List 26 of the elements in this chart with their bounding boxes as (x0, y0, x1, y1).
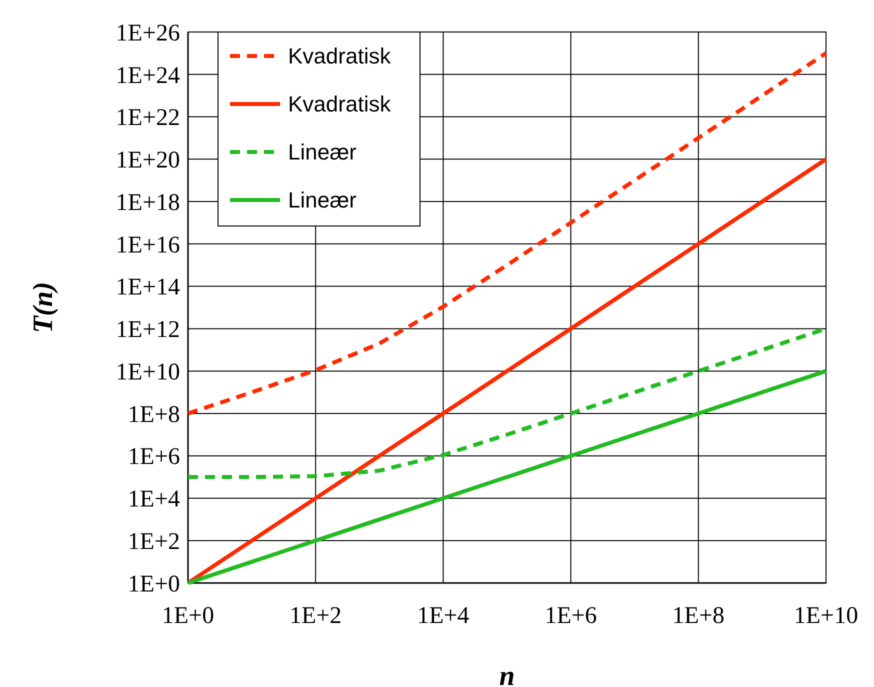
y-tick-label: 1E+0 (128, 571, 180, 598)
x-tick-label: 1E+10 (794, 603, 858, 629)
y-tick-label: 1E+8 (128, 402, 180, 428)
y-tick-label: 1E+6 (128, 444, 180, 470)
y-tick-label: 1E+10 (116, 359, 180, 386)
y-tick-label: 1E+4 (128, 486, 180, 513)
x-axis-title: n (499, 661, 515, 687)
y-tick-label: 1E+12 (116, 317, 180, 344)
x-tick-label: 1E+2 (290, 603, 342, 629)
y-tick-label: 1E+18 (116, 190, 180, 216)
y-tick-label: 1E+2 (128, 529, 180, 556)
legend-label: Kvadratisk (288, 44, 392, 69)
y-tick-label: 1E+16 (116, 232, 180, 258)
x-tick-label: 1E+6 (544, 603, 597, 629)
x-tick-label: 1E+0 (162, 603, 214, 629)
legend-label: Kvadratisk (288, 92, 392, 117)
y-tick-label: 1E+14 (116, 274, 180, 301)
legend-label: Lineær (288, 140, 356, 165)
x-tick-label: 1E+8 (672, 603, 724, 629)
y-tick-label: 1E+26 (116, 20, 180, 46)
legend-label: Lineær (288, 188, 356, 213)
y-tick-label: 1E+24 (116, 62, 180, 89)
y-tick-label: 1E+20 (116, 148, 180, 174)
y-tick-label: 1E+22 (116, 105, 180, 132)
y-axis-title: T(n) (28, 282, 59, 334)
x-tick-label: 1E+4 (417, 603, 470, 629)
